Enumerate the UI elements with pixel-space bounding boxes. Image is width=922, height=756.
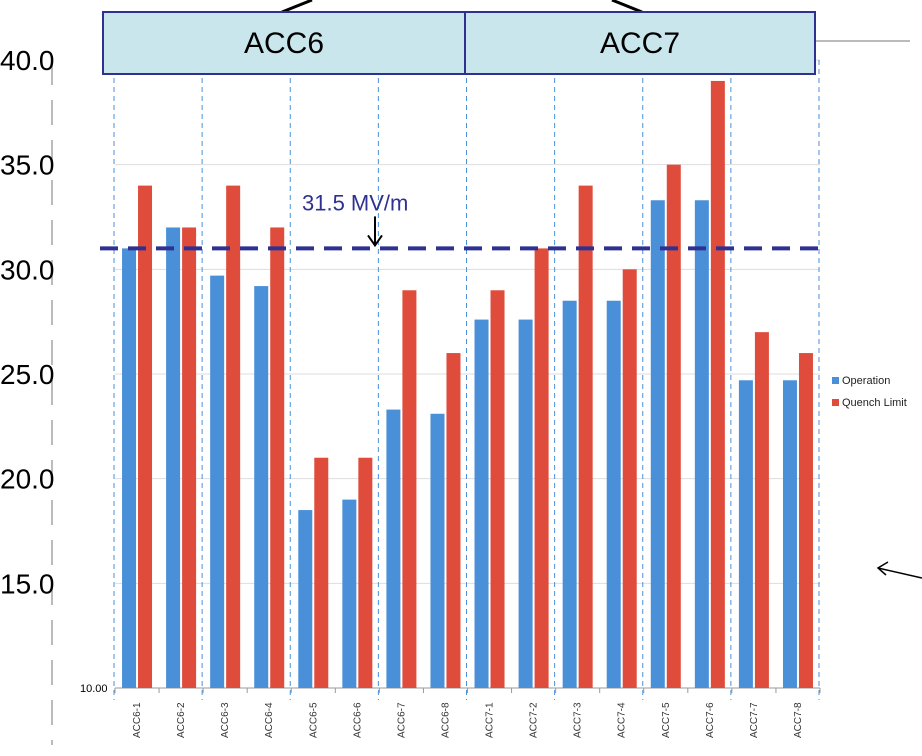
x-tick-label: ACC6-2	[176, 702, 187, 738]
x-tick-label: ACC7-7	[749, 702, 760, 738]
quench-limit-bar	[226, 185, 241, 688]
operation-bar	[298, 510, 313, 688]
group-header-box	[464, 11, 816, 75]
operation-bar	[694, 200, 709, 688]
operation-bar	[474, 319, 489, 688]
operation-bar	[166, 227, 181, 688]
y-tick-label: 20.0	[0, 464, 55, 495]
x-tick-label: ACC7-5	[661, 702, 672, 738]
y-tick-label: 30.0	[0, 254, 55, 285]
x-tick-label: ACC7-6	[705, 702, 716, 738]
legend-label: Quench Limit	[842, 397, 907, 409]
quench-limit-bar	[578, 185, 593, 688]
x-tick-label: ACC6-4	[264, 702, 275, 738]
x-tick-label: ACC6-3	[220, 702, 231, 738]
operation-bar	[342, 499, 357, 688]
legend-swatch	[832, 399, 839, 406]
quench-limit-bar	[534, 248, 549, 688]
x-tick-label: ACC6-5	[308, 702, 319, 738]
operation-bar	[562, 300, 577, 688]
x-tick-label: ACC7-1	[485, 702, 496, 738]
operation-bar	[518, 319, 533, 688]
operation-bar	[430, 413, 445, 688]
x-tick-label: ACC6-1	[132, 702, 143, 738]
quench-limit-bar	[314, 457, 329, 688]
quench-limit-bar	[138, 185, 153, 688]
threshold-label: 31.5 MV/m	[302, 190, 408, 215]
legend-arrow-icon	[876, 561, 922, 579]
operation-bar	[386, 409, 401, 688]
x-tick-label: ACC6-7	[396, 702, 407, 738]
x-tick-label: ACC6-8	[440, 702, 451, 738]
quench-limit-bar	[182, 227, 197, 688]
x-tick-label: ACC7-8	[793, 702, 804, 738]
quench-limit-bar	[622, 269, 637, 688]
operation-bar	[650, 200, 665, 688]
quench-limit-bar	[490, 290, 505, 688]
group-header-label: ACC7	[600, 27, 680, 60]
quench-limit-bar	[798, 353, 813, 688]
x-tick-label: ACC7-3	[573, 702, 584, 738]
quench-limit-bar	[270, 227, 285, 688]
x-tick-label: ACC6-6	[352, 702, 363, 738]
operation-bar	[254, 286, 269, 688]
y-tick-label: 40.0	[0, 45, 55, 76]
legend-swatch	[832, 377, 839, 384]
operation-bar	[738, 380, 753, 688]
operation-bar	[210, 275, 225, 688]
pointer-arrow-left	[281, 0, 313, 14]
quench-limit-bar	[358, 457, 373, 688]
x-tick-label: ACC7-4	[617, 702, 628, 738]
y-tick-label: 15.0	[0, 568, 55, 599]
threshold-arrowhead-icon	[367, 234, 383, 248]
y-tick-label-base: 10.00	[80, 683, 108, 695]
quench-limit-bar	[754, 332, 769, 688]
pointer-arrow-right	[611, 0, 643, 14]
operation-bar	[606, 300, 621, 688]
y-tick-label: 35.0	[0, 150, 55, 181]
quench-limit-bar	[446, 353, 461, 688]
legend-label: Operation	[842, 375, 890, 387]
quench-limit-bar	[710, 80, 725, 688]
y-tick-label: 25.0	[0, 359, 55, 390]
quench-limit-bar	[402, 290, 417, 688]
operation-bar	[122, 248, 137, 688]
quench-limit-bar	[666, 164, 681, 688]
operation-bar	[782, 380, 797, 688]
group-header-label: ACC6	[244, 27, 324, 60]
x-tick-label: ACC7-2	[529, 702, 540, 738]
